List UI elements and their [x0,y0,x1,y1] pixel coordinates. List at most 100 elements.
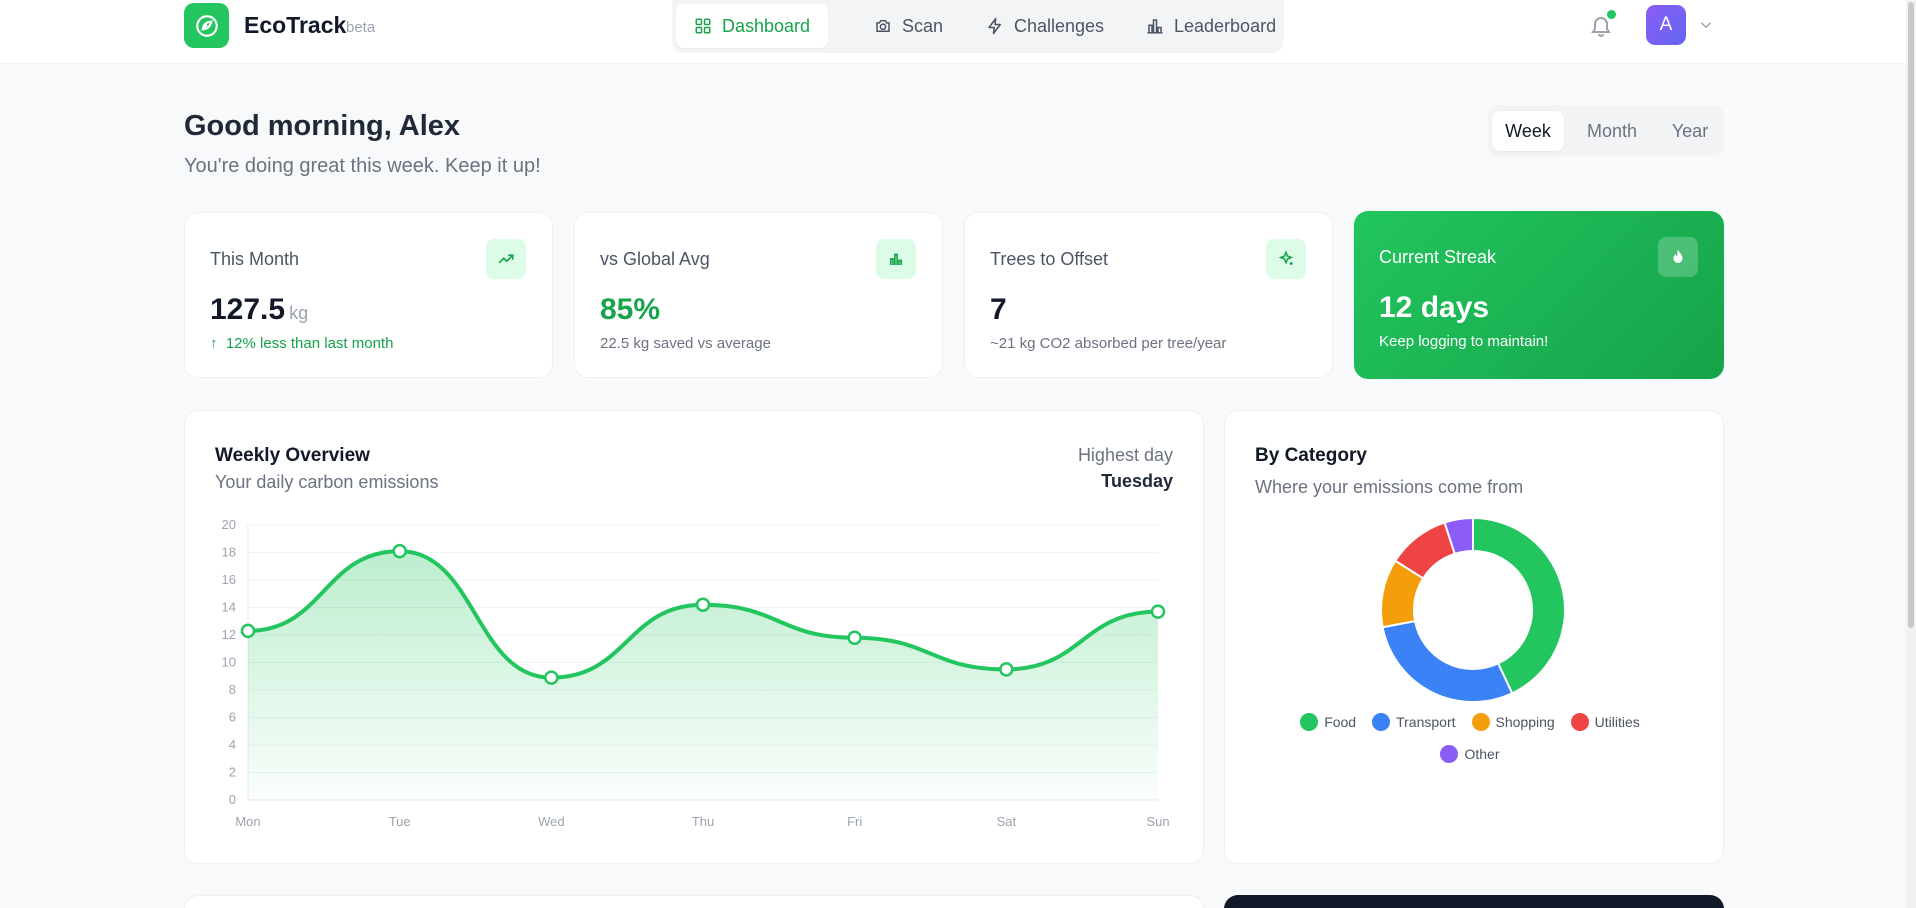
legend-item: Transport [1372,713,1456,731]
y-tick-label: 18 [222,545,236,560]
stat-note: ~21 kg CO2 absorbed per tree/year [990,335,1227,352]
period-selector: Week Month Year [1488,106,1724,156]
main-nav: Dashboard Scan Challenges Leaderboard [672,0,1284,53]
page-subtitle: You're doing great this week. Keep it up… [184,155,541,177]
y-tick-label: 16 [222,572,236,587]
bell-icon[interactable] [1589,14,1613,38]
stat-note: ↑ 12% less than last month [210,335,393,352]
category-subtitle: Where your emissions come from [1255,477,1524,497]
y-tick-label: 12 [222,627,236,642]
y-tick-label: 20 [222,517,236,532]
stat-note: Keep logging to maintain! [1379,333,1549,350]
trending-up-icon [486,239,526,279]
y-tick-label: 4 [229,737,236,752]
stat-value: 85% [600,293,661,326]
notification-dot [1607,10,1616,19]
sparkle-icon [1266,239,1306,279]
stat-label: Trees to Offset [990,249,1109,269]
y-tick-label: 2 [229,765,236,780]
legend-swatch [1440,745,1459,763]
data-point [544,670,559,685]
grid-icon [695,18,711,34]
scrollbar[interactable] [1906,0,1916,908]
x-tick-label: Tue [389,814,411,829]
area-fill [248,551,1158,800]
nav-dashboard-label: Dashboard [722,15,811,36]
nav-challenges[interactable]: Challenges [968,4,1122,48]
stat-note: 22.5 kg saved vs average [600,335,771,352]
camera-icon [876,20,890,32]
y-tick-label: 14 [222,600,236,615]
stat-note-text: 12% less than last month [225,335,394,352]
weekly-area-chart: 0 2 4 6 8 10 12 14 16 18 20 Mon Tue Wed Thu Fri Sat Sun [222,517,1170,829]
chevron-down-icon[interactable] [1697,16,1715,34]
stat-card-this-month: This Month 127.5 kg ↑ 12% less than last … [184,212,553,378]
nav-dashboard[interactable]: Dashboard [676,4,829,48]
stat-value: 12 days [1379,291,1490,324]
page-title: Good morning, Alex [184,110,461,142]
period-week[interactable]: Week [1492,111,1564,151]
x-tick-label: Fri [847,814,862,829]
highest-day-label: Highest day [1077,445,1173,465]
x-tick-label: Mon [235,814,260,829]
highest-day-value: Tuesday [1101,471,1173,491]
nav-scan[interactable]: Scan [856,4,961,48]
legend-item: Shopping [1471,713,1555,731]
legend-label: Food [1324,714,1357,730]
lightning-icon [988,17,1001,35]
data-point [240,623,256,639]
stat-value: 7 [990,293,1007,326]
y-tick-label: 8 [229,682,236,697]
weekly-title: Weekly Overview [215,445,370,466]
x-tick-label: Thu [692,814,714,829]
stat-unit: kg [289,303,309,323]
legend-label: Shopping [1495,714,1555,730]
donut-slice [1443,516,1474,556]
legend-swatch [1570,713,1589,731]
stat-value-number: 127.5 [210,293,286,326]
data-point [695,597,711,612]
stat-value: 127.5 kg [210,293,308,327]
legend-label: Other [1464,746,1500,762]
data-point [999,662,1014,677]
stat-card-trees: Trees to Offset 7 ~21 kg CO2 absorbed pe… [964,212,1333,378]
stat-label: Current Streak [1379,247,1497,267]
arrow-up-icon: ↑ [210,335,218,352]
period-year[interactable]: Year [1671,120,1709,141]
legend-item: Other [1440,745,1500,763]
legend-label: Transport [1396,714,1456,730]
nav-leaderboard[interactable]: Leaderboard [1128,4,1294,48]
weekly-subtitle: Your daily carbon emissions [215,472,439,492]
bar-chart-icon [1147,19,1163,34]
stat-card-global-avg: vs Global Avg 85% 22.5 kg saved vs avera… [574,212,943,378]
logo-icon[interactable] [184,3,229,48]
legend-swatch [1300,713,1319,731]
category-donut-chart [1380,516,1566,703]
nav-scan-label: Scan [902,15,944,36]
stat-card-streak: Current Streak 12 days Keep logging to m… [1354,211,1724,379]
y-tick-label: 10 [222,655,236,670]
category-title: By Category [1255,445,1367,466]
y-tick-label: 0 [229,792,236,807]
avatar[interactable]: A [1646,5,1686,45]
scrollbar-thumb[interactable] [1908,2,1914,628]
donut-slice [1381,619,1514,703]
x-tick-label: Sat [997,814,1017,829]
app-name[interactable]: EcoTrack [244,12,347,38]
beta-badge: beta [346,19,376,36]
bottom-panel-left [184,895,1204,908]
category-legend: Food Transport Shopping Utilities Other [1270,713,1670,763]
category-panel: By Category Where your emissions come fr… [1224,410,1724,864]
bottom-panel-right [1224,895,1724,908]
stat-label: This Month [210,249,300,269]
legend-swatch [1372,713,1391,731]
data-point [847,630,862,645]
x-tick-label: Wed [538,814,565,829]
period-month[interactable]: Month [1586,120,1638,141]
x-tick-label: Sun [1146,814,1169,829]
legend-item: Food [1300,713,1356,731]
nav-challenges-label: Challenges [1014,15,1105,36]
donut-slice [1472,516,1566,695]
stat-label: vs Global Avg [600,249,710,269]
data-point [392,543,407,559]
